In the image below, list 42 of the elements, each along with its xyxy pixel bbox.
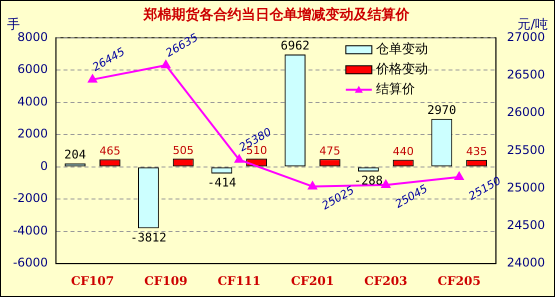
data-label: -288 xyxy=(354,174,383,188)
y2-tick-label: 26500 xyxy=(506,68,546,82)
data-label: 465 xyxy=(99,144,120,158)
point xyxy=(161,60,170,68)
y2-tick-label: 24000 xyxy=(506,256,546,270)
data-label: 204 xyxy=(64,148,86,162)
point xyxy=(234,154,244,163)
x-tick-label: CF205 xyxy=(438,274,481,288)
point xyxy=(88,74,97,83)
point xyxy=(381,180,390,188)
data-label: 505 xyxy=(172,144,194,158)
data-label: 6962 xyxy=(280,38,310,53)
y-tick-label: 6000 xyxy=(17,62,48,76)
data-label: 475 xyxy=(319,144,340,158)
legend-label: 结算价 xyxy=(376,82,415,98)
y-tick-label: 8000 xyxy=(17,30,48,44)
x-tick-label: CF203 xyxy=(364,274,408,288)
x-tick-label: CF201 xyxy=(290,274,334,288)
y2-tick-label: 24500 xyxy=(506,218,546,232)
chart-title: 郑棉期货各合约当日仓单增减变动及结算价 xyxy=(142,6,410,24)
x-tick-label: CF109 xyxy=(144,274,188,288)
y-tick-label: 2000 xyxy=(17,126,48,141)
y-axis-title: 手 xyxy=(7,18,20,33)
y-tick-label: -2000 xyxy=(12,191,48,206)
data-label: 440 xyxy=(392,145,414,158)
data-label: -414 xyxy=(207,176,236,190)
y2-tick-label: 25500 xyxy=(506,142,546,157)
point xyxy=(308,181,317,190)
legend-label: 价格变动 xyxy=(374,62,428,78)
x-tick-label: CF107 xyxy=(70,274,114,288)
y-tick-label: 4000 xyxy=(17,94,48,108)
y-tick-label: -4000 xyxy=(12,223,48,238)
y2-tick-label: 26000 xyxy=(506,105,546,120)
data-label: -3812 xyxy=(130,230,167,244)
data-label: 435 xyxy=(466,145,488,158)
y-tick-label: 0 xyxy=(40,158,48,173)
data-label: 2970 xyxy=(427,103,456,118)
y-tick-label: -6000 xyxy=(12,256,48,270)
point xyxy=(454,172,464,180)
y2-tick-label: 25000 xyxy=(506,180,546,194)
legend-label: 仓单变动 xyxy=(376,42,428,58)
x-tick-label: CF111 xyxy=(218,274,261,288)
